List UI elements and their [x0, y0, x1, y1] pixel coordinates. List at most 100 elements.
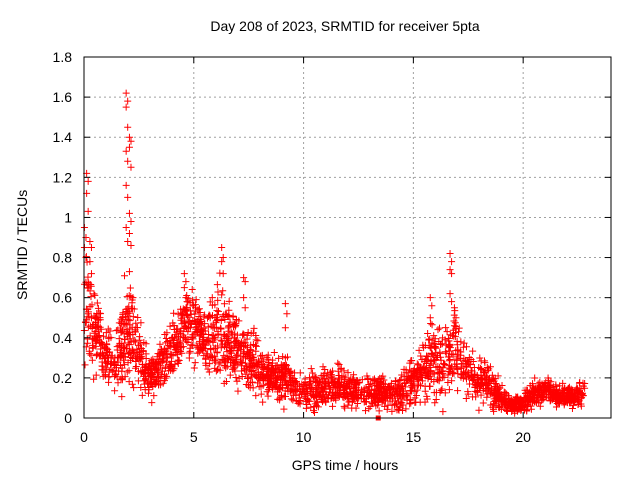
data-point — [97, 338, 105, 346]
data-point — [130, 384, 138, 392]
data-point — [432, 344, 440, 352]
data-point — [319, 388, 327, 396]
data-point — [224, 355, 232, 363]
data-point — [193, 317, 201, 325]
data-point — [556, 391, 564, 399]
data-point — [360, 398, 368, 406]
data-point — [186, 344, 194, 352]
data-point — [272, 362, 280, 370]
data-point — [161, 348, 169, 356]
data-point — [428, 321, 436, 329]
data-point — [348, 383, 356, 391]
data-point — [118, 376, 126, 384]
data-point — [425, 342, 433, 350]
data-point — [265, 360, 273, 368]
data-point — [138, 345, 146, 353]
data-point — [254, 357, 262, 365]
x-tick-label: 10 — [296, 429, 312, 445]
data-point — [198, 345, 206, 353]
data-point — [125, 367, 133, 375]
data-point — [222, 377, 230, 385]
data-point — [226, 318, 234, 326]
data-point — [182, 294, 190, 302]
data-point — [410, 373, 418, 381]
data-point — [274, 376, 282, 384]
data-point — [87, 270, 95, 278]
x-tick-label: 20 — [515, 429, 531, 445]
data-point — [259, 381, 267, 389]
data-point — [352, 380, 360, 388]
data-point — [492, 401, 500, 409]
data-point — [286, 368, 294, 376]
data-point — [214, 288, 222, 296]
data-point — [261, 362, 269, 370]
data-point — [404, 391, 412, 399]
data-point — [559, 398, 567, 406]
data-point — [243, 331, 251, 339]
data-point — [208, 301, 216, 309]
data-point — [183, 298, 191, 306]
data-point — [432, 355, 440, 363]
data-point — [162, 334, 170, 342]
data-point — [450, 332, 458, 340]
data-point — [245, 364, 253, 372]
data-point — [449, 368, 457, 376]
data-point — [281, 324, 289, 332]
data-point — [402, 405, 410, 413]
data-point — [290, 380, 298, 388]
data-point — [167, 357, 175, 365]
data-point — [385, 383, 393, 391]
data-point — [92, 371, 100, 379]
data-point — [218, 356, 226, 364]
data-point — [455, 328, 463, 336]
data-point — [125, 268, 133, 276]
data-point — [81, 361, 89, 369]
data-point — [241, 304, 249, 312]
data-point — [125, 341, 133, 349]
data-point — [488, 386, 496, 394]
data-point — [416, 365, 424, 373]
data-point — [265, 379, 273, 387]
data-point — [334, 359, 342, 367]
data-point — [350, 379, 358, 387]
data-point — [91, 291, 99, 299]
data-point — [118, 393, 126, 401]
data-point — [454, 347, 462, 355]
data-point — [426, 294, 434, 302]
data-point — [574, 395, 582, 403]
data-point — [439, 373, 447, 381]
data-point — [127, 163, 135, 171]
data-point — [130, 338, 138, 346]
data-point — [370, 391, 378, 399]
data-point — [398, 395, 406, 403]
data-point — [363, 372, 371, 380]
data-point — [289, 391, 297, 399]
data-point — [183, 304, 191, 312]
data-point — [123, 368, 131, 376]
data-point — [399, 382, 407, 390]
data-point — [280, 392, 288, 400]
data-point — [220, 342, 228, 350]
data-point — [421, 398, 429, 406]
data-point — [207, 354, 215, 362]
data-point — [308, 369, 316, 377]
data-point — [548, 389, 556, 397]
data-point — [280, 372, 288, 380]
data-point — [182, 307, 190, 315]
data-point — [240, 331, 248, 339]
data-point — [469, 347, 477, 355]
data-point — [89, 322, 97, 330]
data-point — [86, 238, 94, 246]
data-point — [432, 396, 440, 404]
data-point — [251, 371, 259, 379]
data-point — [531, 374, 539, 382]
data-point — [258, 352, 266, 360]
data-point — [417, 364, 425, 372]
data-point — [264, 392, 272, 400]
data-point — [534, 380, 542, 388]
data-point — [112, 367, 120, 375]
data-point — [254, 360, 262, 368]
data-point — [307, 403, 315, 411]
data-point — [114, 379, 122, 387]
data-point — [121, 321, 129, 329]
